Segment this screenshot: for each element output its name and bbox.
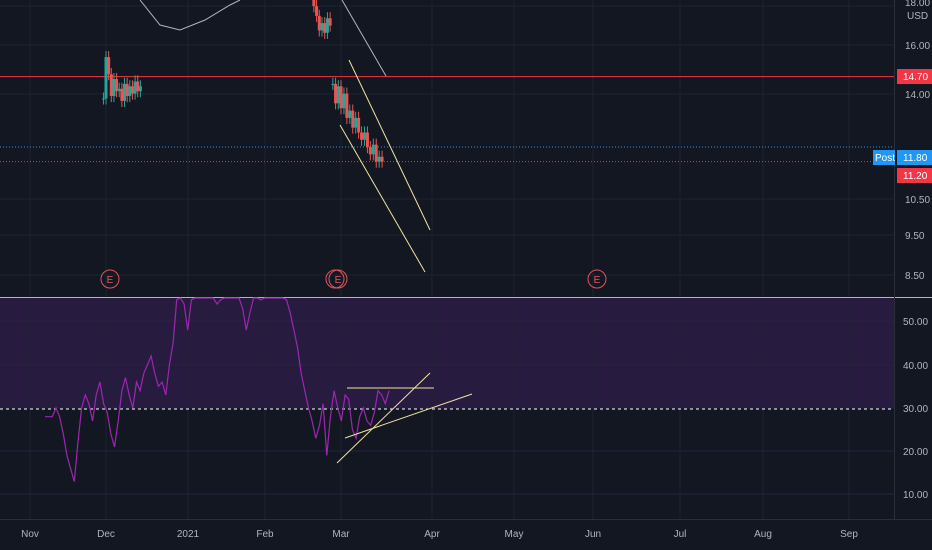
candle-26 [339,86,343,109]
price-tick-8-5: 8.50 [905,271,925,282]
candle-36 [368,147,372,155]
candle-23 [331,83,335,85]
price-axis[interactable]: 18.00 USD 16.00 14.00 10.50 9.50 8.50 [905,0,930,282]
candle-6 [117,88,121,92]
time-label-nov: Nov [21,529,39,540]
price-tick-14: 14.00 [905,90,930,101]
post-market-label: Post [875,153,895,164]
price-levels [0,76,894,163]
rsi-tick-20: 20.00 [903,447,928,458]
rsi-series-line [45,297,390,482]
candles [101,0,384,168]
candle-2 [107,57,111,75]
time-label-dec: Dec [97,529,115,540]
candle-22 [328,18,332,26]
rsi-tick-50: 50.00 [903,317,928,328]
candle-17 [315,6,319,16]
candle-28 [345,93,349,118]
trendline-channel-outer [341,0,387,77]
candle-9 [125,83,129,97]
candle-29 [348,110,352,118]
currency-label: USD [907,11,928,22]
candle-21 [325,18,329,33]
candle-5 [115,79,119,92]
candle-34 [362,132,366,140]
candle-39 [377,156,381,162]
candle-37 [371,144,375,155]
price-tag-14-70-text: 14.70 [903,72,928,83]
time-label-feb: Feb [256,529,274,540]
time-label-jun: Jun [585,529,601,540]
price-tick-10-5: 10.50 [905,195,930,206]
earnings-label-3: E [594,275,601,286]
rsi-tick-30: 30.00 [903,404,928,415]
candle-19 [320,23,324,31]
time-label-sep: Sep [840,529,858,540]
candle-4 [112,79,116,97]
time-label-2021: 2021 [177,529,200,540]
rsi-tick-10: 10.00 [903,490,928,501]
trendline-rsi-rising [336,372,431,464]
trendlines[interactable] [336,0,473,464]
candle-38 [374,144,378,162]
candle-7 [120,88,124,101]
post-market-price: 11.80 [903,153,928,164]
candle-31 [354,117,358,128]
price-tag-11-20-text: 11.20 [903,171,928,182]
price-tick-9-5: 9.50 [905,231,925,242]
time-axis[interactable]: Nov Dec 2021 Feb Mar Apr May Jun Jul Aug… [21,529,858,540]
candle-40 [380,156,384,162]
candle-16 [312,0,316,7]
grid [0,0,894,519]
time-label-may: May [505,529,524,540]
candle-13 [136,81,140,92]
time-label-apr: Apr [424,529,440,540]
earnings-marker-3[interactable]: E [587,269,607,289]
candle-27 [342,93,346,109]
candle-33 [360,132,364,140]
candle-0 [101,98,105,100]
candle-24 [334,83,338,104]
moving-average-line [139,0,241,31]
price-tick-18: 18.00 [905,0,930,9]
post-market-tag: Post 11.80 [873,150,932,165]
rsi-tick-40: 40.00 [903,361,928,372]
trendline-rsi-support [344,393,473,439]
candle-25 [336,86,340,104]
earnings-marker-1[interactable]: E [100,269,120,289]
rsi-axis[interactable]: 50.00 40.00 30.00 20.00 10.00 [903,317,928,501]
candle-1 [104,57,108,99]
candle-20 [323,23,327,33]
candle-3 [109,74,113,97]
time-label-mar: Mar [332,529,350,540]
candle-14 [138,86,142,92]
candle-10 [128,86,132,97]
rsi-line [45,297,390,482]
price-tag-11-20: 11.20 [897,168,932,183]
candle-32 [357,117,361,133]
time-label-jul: Jul [674,529,687,540]
rsi-band [0,298,894,408]
candle-18 [317,15,321,31]
time-label-aug: Aug [754,529,772,540]
earnings-label-1: E [107,275,114,286]
candle-30 [351,110,355,128]
trendline-channel-upper [348,59,431,231]
price-tag-14-70: 14.70 [897,69,932,84]
candle-35 [365,132,369,148]
candle-11 [130,86,134,94]
earnings-label-2: E [335,275,342,286]
price-tick-16: 16.00 [905,41,930,52]
earnings-marker-2[interactable]: E [325,269,348,289]
trendline-channel-lower [339,124,426,273]
candle-8 [123,83,127,101]
candle-12 [133,81,137,94]
